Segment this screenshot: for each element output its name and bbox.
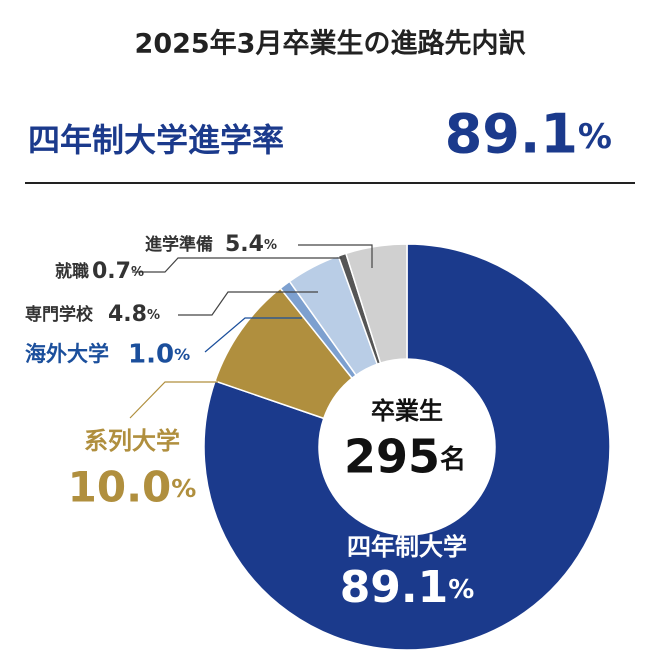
value-label: 4.8% bbox=[108, 302, 160, 327]
slice-label: 系列大学 bbox=[84, 427, 180, 455]
leader-line bbox=[298, 244, 373, 268]
unit: % bbox=[147, 308, 160, 323]
unit: % bbox=[264, 238, 277, 253]
slice bbox=[203, 243, 611, 651]
leader-line bbox=[129, 381, 218, 419]
unit: % bbox=[171, 474, 196, 503]
chart-title: 2025年3月卒業生の進路先内訳 bbox=[135, 28, 527, 60]
value-label: 10.0% bbox=[68, 463, 197, 512]
unit: 名 bbox=[440, 444, 466, 475]
slice-label: 四年制大学 bbox=[347, 533, 467, 561]
slice-label: 海外大学 bbox=[25, 342, 109, 366]
slice-label: 進学準備 bbox=[145, 234, 213, 255]
value-label: 1.0% bbox=[128, 340, 190, 370]
value-label: 0.7% bbox=[92, 259, 144, 284]
center-label: 卒業生 bbox=[371, 397, 443, 425]
leader-line bbox=[132, 257, 342, 273]
leader-lines bbox=[129, 244, 373, 419]
unit: % bbox=[174, 345, 190, 364]
donut-hole bbox=[319, 359, 495, 535]
leader-line bbox=[204, 317, 302, 353]
slice-label: 就職 bbox=[55, 261, 89, 282]
unit: % bbox=[131, 265, 144, 280]
leader-line bbox=[178, 291, 318, 316]
unit: % bbox=[448, 575, 474, 605]
slice-label: 専門学校 bbox=[25, 304, 94, 325]
unit: % bbox=[578, 117, 612, 157]
headline-value: 89.1% bbox=[445, 103, 612, 166]
value-label: 5.4% bbox=[225, 232, 277, 257]
headline-label: 四年制大学進学率 bbox=[28, 121, 284, 159]
